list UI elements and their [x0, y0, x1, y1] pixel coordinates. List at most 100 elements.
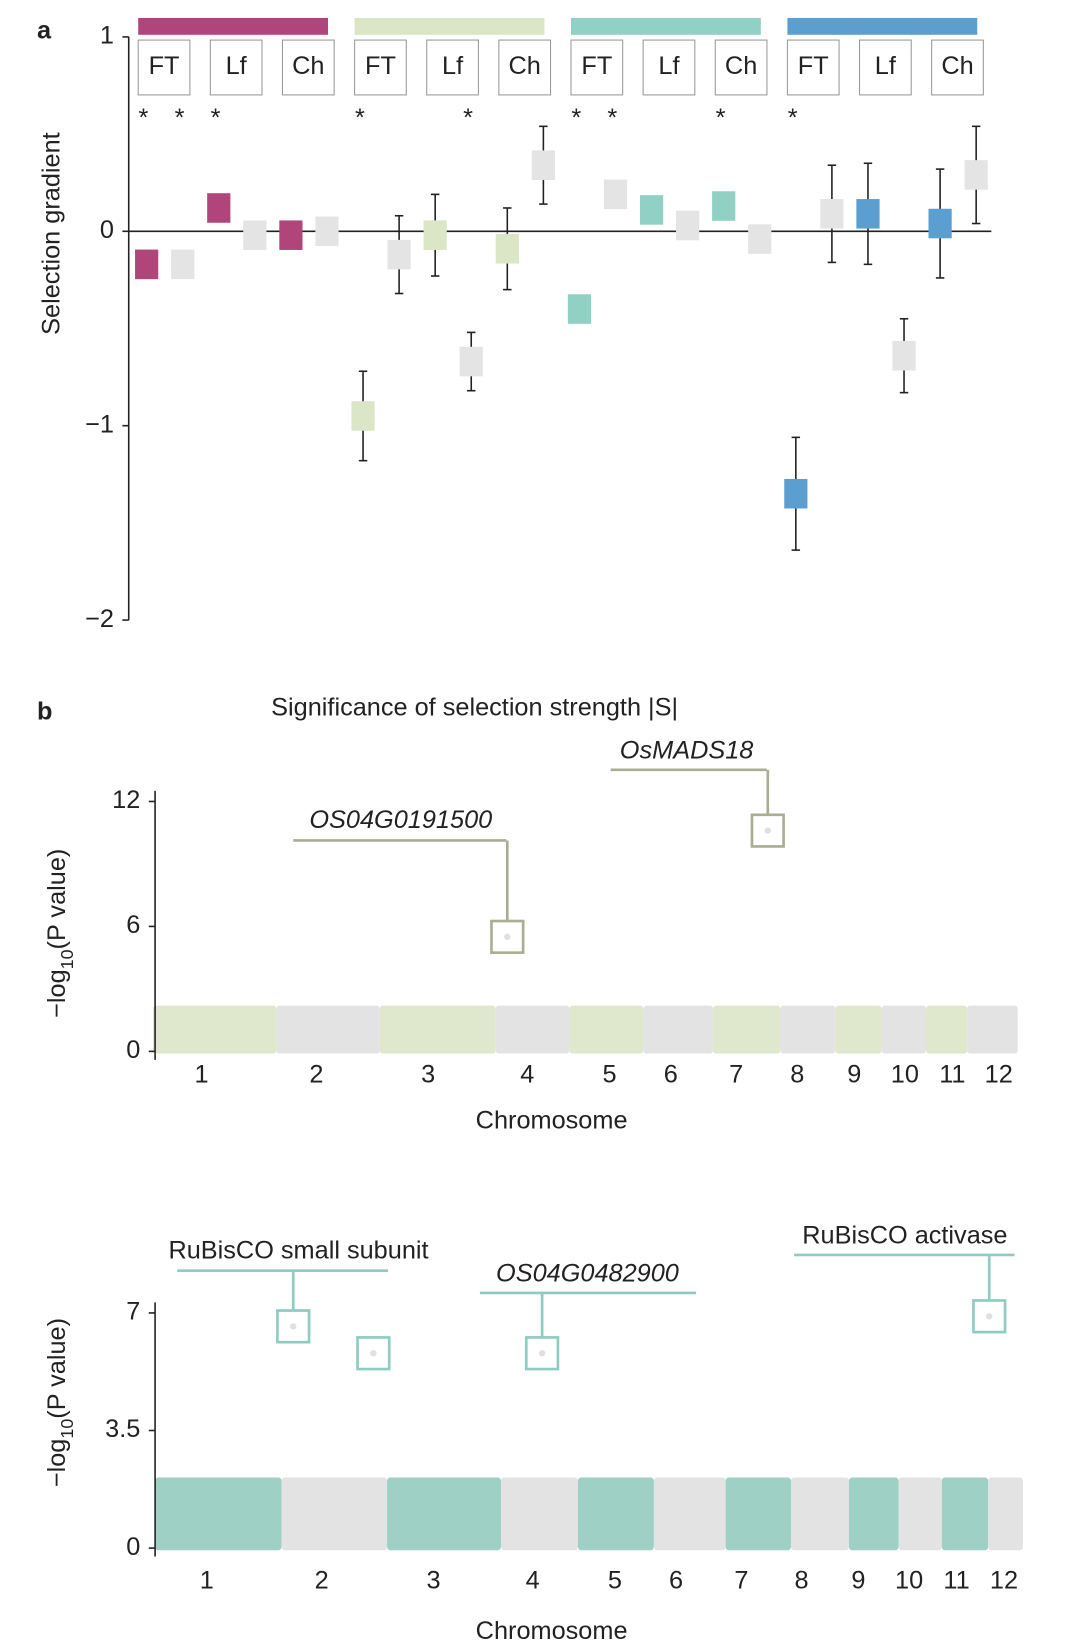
gene-label: OS04G0191500	[309, 806, 492, 834]
trait-label: Lf	[875, 52, 897, 80]
trait-box	[426, 39, 479, 96]
x-axis-label: Chromosome	[476, 1617, 628, 1643]
bar-marker	[567, 294, 592, 324]
trait-label: Lf	[442, 52, 464, 80]
chromosome-block	[152, 1005, 277, 1054]
chromosome-block	[276, 1005, 380, 1054]
chromosome-block	[790, 1477, 849, 1551]
chromosome-block	[848, 1477, 899, 1551]
chromosome-block	[500, 1477, 578, 1551]
trait-label: Ch	[509, 52, 541, 80]
x-tick-label: 12	[990, 1567, 1018, 1595]
y-axis-label: −log10(P value)	[43, 1318, 77, 1487]
trait-label: FT	[798, 52, 829, 80]
x-tick-label: 4	[526, 1567, 540, 1595]
chromosome-block	[577, 1477, 654, 1551]
chromosome-block	[780, 1005, 836, 1054]
bar-marker	[423, 220, 447, 250]
x-tick-label: 6	[664, 1060, 678, 1088]
bar-marker	[603, 179, 628, 210]
bar-marker	[820, 199, 844, 229]
chromosome-block	[495, 1005, 570, 1054]
trait-label: Ch	[725, 52, 757, 80]
bar-marker	[315, 216, 339, 247]
y-label-part: (P value)	[43, 849, 71, 950]
highlight-point	[764, 827, 771, 834]
trait-label: Ch	[941, 52, 973, 80]
y-tick-label: 0	[100, 216, 114, 244]
trait-label: Ch	[292, 52, 324, 80]
trait-box	[859, 39, 912, 96]
y-label-part: 10	[57, 1419, 77, 1439]
y-tick-label: 0	[126, 1533, 140, 1561]
x-tick-label: 1	[194, 1060, 208, 1088]
x-tick-label: 5	[608, 1567, 622, 1595]
bar-marker	[784, 478, 808, 509]
chromosome-block	[881, 1005, 926, 1054]
x-tick-label: 5	[603, 1060, 617, 1088]
highlight-point	[290, 1323, 297, 1330]
x-axis-label: Chromosome	[476, 1107, 628, 1135]
highlight-point	[504, 933, 511, 941]
x-tick-label: 11	[939, 1060, 965, 1088]
bar-marker	[135, 249, 159, 280]
highlight-box	[972, 1299, 1007, 1334]
chromosome-block	[379, 1005, 496, 1054]
bar-marker	[531, 150, 555, 180]
trait-box	[354, 39, 407, 96]
significance-star: *	[355, 104, 365, 132]
significance-star: *	[175, 104, 185, 132]
bar-marker	[279, 220, 303, 250]
y-label-part: 10	[57, 949, 77, 969]
x-tick-label: 10	[891, 1060, 919, 1088]
trait-box	[281, 39, 335, 96]
trait-label: Lf	[658, 52, 680, 80]
gene-label: OS04G0482900	[496, 1260, 679, 1288]
y-tick-label: −1	[85, 410, 114, 438]
y-label-part: (P value)	[43, 1318, 71, 1419]
y-tick-label: 1	[100, 22, 114, 50]
trait-label: FT	[581, 52, 612, 80]
bar-marker	[964, 160, 988, 190]
x-tick-label: 7	[734, 1567, 748, 1595]
bar-marker	[676, 210, 700, 241]
x-tick-label: 3	[421, 1060, 435, 1088]
x-tick-label: 12	[985, 1060, 1013, 1088]
x-tick-label: 11	[943, 1567, 969, 1595]
chromosome-block	[835, 1005, 882, 1054]
significance-star: *	[139, 104, 149, 132]
x-tick-label: 2	[315, 1567, 329, 1595]
gene-label: OsMADS18	[620, 737, 754, 765]
bar-marker	[856, 199, 880, 229]
chromosome-block	[725, 1477, 791, 1551]
y-tick-label: 7	[126, 1298, 140, 1326]
y-label-part: −log	[43, 969, 71, 1018]
group-header	[138, 17, 329, 35]
trait-label: FT	[149, 52, 180, 80]
bar-marker	[459, 346, 483, 377]
bar-marker	[351, 401, 375, 431]
trait-box	[209, 39, 263, 96]
gene-label: RuBisCO activase	[802, 1222, 1007, 1250]
x-tick-label: 1	[200, 1567, 214, 1595]
bar-marker	[387, 239, 411, 270]
bar-marker	[928, 208, 952, 239]
chart-title: Significance of selection strength |S|	[271, 693, 678, 721]
trait-box	[570, 39, 624, 96]
y-tick-label: 3.5	[105, 1415, 140, 1443]
y-label-part: −log	[43, 1439, 71, 1488]
group-header	[571, 17, 761, 35]
x-tick-label: 2	[309, 1060, 323, 1088]
chromosome-block	[569, 1005, 644, 1054]
chromosome-block	[967, 1005, 1018, 1054]
chromosome-block	[643, 1005, 713, 1054]
y-axis-label: Selection gradient	[37, 132, 65, 335]
bar-marker	[748, 224, 772, 254]
bar-marker	[495, 234, 519, 264]
trait-box	[137, 39, 191, 96]
y-tick-label: −2	[85, 605, 114, 633]
chromosome-block	[925, 1005, 968, 1054]
x-tick-label: 9	[847, 1060, 861, 1088]
x-tick-label: 10	[895, 1567, 923, 1595]
